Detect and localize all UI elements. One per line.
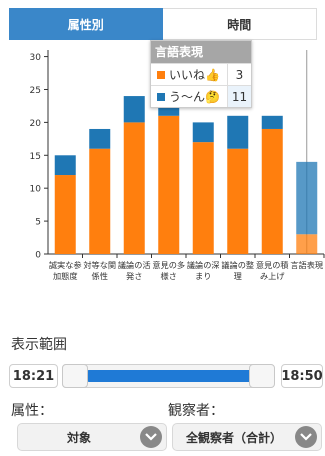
x-tick-label: 議論の深 xyxy=(187,260,220,270)
bar-like xyxy=(89,148,111,254)
x-tick-label: 議論の活 xyxy=(118,260,151,270)
range-start-time: 18:21 xyxy=(9,364,58,388)
bar-hmm xyxy=(192,122,214,143)
bar-hmm xyxy=(54,155,76,176)
x-tick-label: 対等な関 xyxy=(83,260,116,270)
attribute-select-value: 対象 xyxy=(66,430,91,445)
x-tick-label: 議論の整 xyxy=(221,260,254,270)
range-start-handle[interactable] xyxy=(62,364,88,388)
bar-like xyxy=(227,148,249,254)
y-tick-label: 10 xyxy=(30,185,42,195)
x-tick-label: 係性 xyxy=(92,271,108,281)
range-slider[interactable] xyxy=(62,364,275,388)
range-end-handle[interactable] xyxy=(249,364,275,388)
bar-like xyxy=(296,234,318,254)
bar-like xyxy=(261,128,283,254)
attribute-label: 属性： xyxy=(11,403,53,419)
observer-select[interactable]: 全観察者（合計） xyxy=(172,423,322,451)
legend-swatch-hmm xyxy=(157,92,165,101)
range-end-time: 18:50 xyxy=(281,364,323,388)
y-tick-label: 25 xyxy=(30,86,41,96)
chart-tooltip: 言語表現 いいね👍 3 う〜ん🤔 11 xyxy=(150,40,252,108)
x-tick-label: 発さ xyxy=(126,271,142,281)
tab-by-attribute[interactable]: 属性別 xyxy=(9,8,163,40)
x-tick-label: まり xyxy=(195,271,211,281)
bar-like xyxy=(158,115,180,254)
tooltip-row-hmm: う〜ん🤔 11 xyxy=(151,85,251,107)
x-tick-label: 意見の多 xyxy=(152,260,185,270)
bar-hmm xyxy=(227,115,249,149)
observer-select-value: 全観察者（合計） xyxy=(185,430,282,445)
chevron-down-icon xyxy=(140,426,162,448)
stacked-bar-chart: 0 5 10 15 20 25 30 誠実な参 加態度 対等な関 係性 議論の活 発さ 意見の多 様さ 議論の… xyxy=(0,40,325,290)
bar-hmm xyxy=(261,115,283,129)
x-tick-label: 様さ xyxy=(161,271,177,281)
x-tick-label: み上げ xyxy=(260,271,285,281)
tooltip-value: 11 xyxy=(227,86,251,107)
range-slider-fill xyxy=(87,370,251,382)
x-tick-label: 意見の積 xyxy=(256,260,289,270)
tooltip-row-like: いいね👍 3 xyxy=(151,63,251,85)
bar-like xyxy=(192,142,214,254)
attribute-select[interactable]: 対象 xyxy=(17,423,167,451)
bar-like xyxy=(54,175,76,254)
chevron-down-icon xyxy=(295,426,317,448)
y-tick-label: 15 xyxy=(30,152,41,162)
x-tick-label: 言語表現 xyxy=(290,260,323,270)
tooltip-value: 3 xyxy=(227,64,251,85)
bar-hmm xyxy=(123,96,145,123)
tab-time[interactable]: 時間 xyxy=(162,8,317,40)
bar-hmm xyxy=(89,128,111,149)
observer-label: 観察者： xyxy=(168,403,224,419)
y-tick-label: 20 xyxy=(30,119,42,129)
bar-hmm xyxy=(296,161,318,235)
y-tick-label: 0 xyxy=(35,251,41,261)
y-tick-label: 30 xyxy=(30,53,42,63)
x-tick-label: 誠実な参 xyxy=(49,260,82,270)
x-tick-label: 理 xyxy=(234,271,242,281)
range-label: 表示範囲 xyxy=(11,337,67,353)
tooltip-label: いいね👍 xyxy=(169,68,220,82)
chart-canvas: 051015202530誠実な参加態度対等な関係性議論の活発さ意見の多様さ議論の… xyxy=(30,50,325,281)
legend-swatch-like xyxy=(157,70,165,79)
bar-like xyxy=(123,122,145,254)
tab-bar: 属性別 時間 xyxy=(9,8,317,40)
x-tick-label: 加態度 xyxy=(53,271,78,281)
y-tick-label: 5 xyxy=(35,218,41,228)
tooltip-title: 言語表現 xyxy=(151,41,251,63)
tooltip-label: う〜ん🤔 xyxy=(169,90,220,104)
